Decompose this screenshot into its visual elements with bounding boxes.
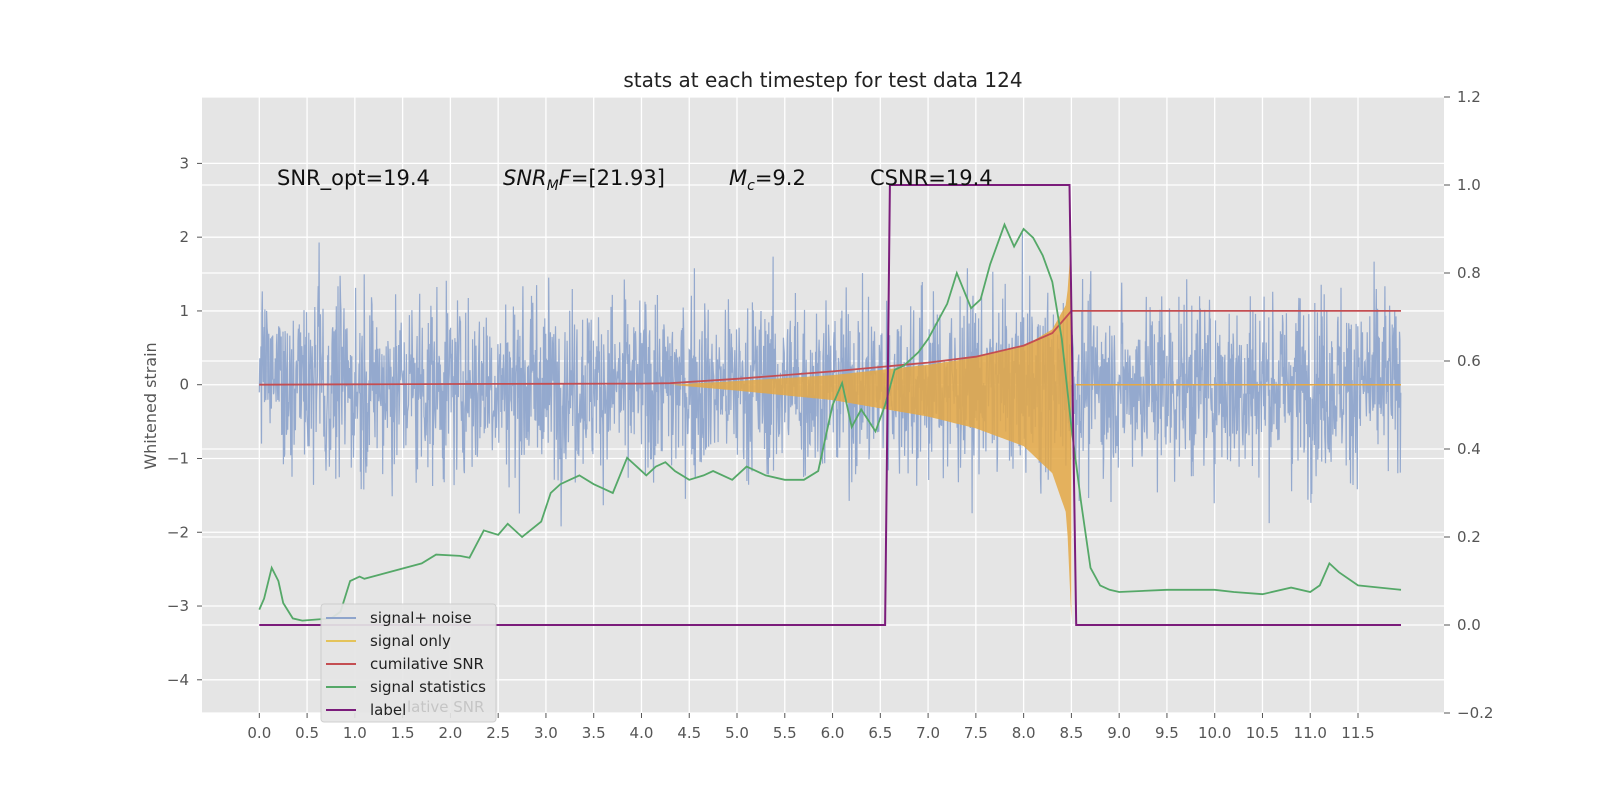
x-tick-label: 10.0 [1198,724,1231,742]
x-tick-label: 8.5 [1059,724,1083,742]
x-tick-label: 7.0 [916,724,940,742]
y-tick-label: 2 [179,228,189,246]
chart-title: stats at each timestep for test data 124 [623,68,1022,92]
x-tick-label: 5.0 [725,724,749,742]
y-tick-label: 1 [179,302,189,320]
series-signal-statistics [258,222,1402,622]
chirp-waveform [670,237,1072,621]
series-cumilative-snr [259,310,1401,386]
y2-tick-label: 0.4 [1457,440,1481,458]
annotation-snr-opt: SNR_opt=19.4 [277,166,430,191]
series-signal-only [670,237,1402,621]
x-tick-label: 5.5 [773,724,797,742]
legend-label: signal statistics [370,678,486,696]
x-tick-label: 4.0 [630,724,654,742]
legend-ghost-text: lative SNR [407,698,484,716]
x-tick-label: 1.5 [391,724,415,742]
series-line [259,184,1401,626]
y2-tick-label: −0.2 [1457,704,1493,722]
x-tick-label: 1.0 [343,724,367,742]
x-tick-label: 7.5 [964,724,988,742]
legend: lative SNR signal+ noise signal only cumila… [320,603,497,723]
x-tick-label: 6.0 [821,724,845,742]
y2-tick-label: 1.0 [1457,176,1481,194]
series-signal-noise [258,232,1402,527]
x-tick-label: 3.5 [582,724,606,742]
x-tick-label: 3.0 [534,724,558,742]
legend-label: cumilative SNR [370,655,484,673]
annotation-csnr: CSNR=19.4 [870,166,993,190]
y-tick-label: 0 [179,376,189,394]
x-tick-label: 9.0 [1107,724,1131,742]
series-line [259,310,1401,386]
y-tick-label: −2 [167,523,189,541]
y-tick-label: 3 [179,154,189,172]
y-tick-label: −4 [167,671,189,689]
y-tick-label: −1 [167,449,189,467]
x-tick-label: 6.5 [868,724,892,742]
y-axis-label: Whitened strain [141,342,160,469]
x-tick-label: 0.0 [247,724,271,742]
legend-label: signal only [370,632,451,650]
legend-label: signal+ noise [370,609,472,627]
y2-tick-label: 0.0 [1457,616,1481,634]
y2-tick-label: 0.2 [1457,528,1481,546]
x-tick-label: 11.0 [1294,724,1327,742]
annotation-chirp-mass: Mc=9.2 [729,166,806,194]
legend-box [320,603,497,723]
x-tick-label: 2.0 [438,724,462,742]
annotation-snr-mf: SNRMF=[21.93] [503,166,665,194]
x-tick-label: 8.0 [1012,724,1036,742]
y2-tick-label: 1.2 [1457,88,1481,106]
x-tick-label: 9.5 [1155,724,1179,742]
noise-trace [258,232,1402,527]
x-tick-label: 2.5 [486,724,510,742]
y2-tick-label: 0.8 [1457,264,1481,282]
x-tick-label: 11.5 [1341,724,1374,742]
x-tick-label: 10.5 [1246,724,1279,742]
series-line [258,222,1402,622]
y-tick-label: −3 [167,597,189,615]
x-tick-label: 0.5 [295,724,319,742]
legend-label: label [370,701,406,719]
x-tick-label: 4.5 [677,724,701,742]
y2-tick-label: 0.6 [1457,352,1481,370]
series-label [259,184,1401,626]
